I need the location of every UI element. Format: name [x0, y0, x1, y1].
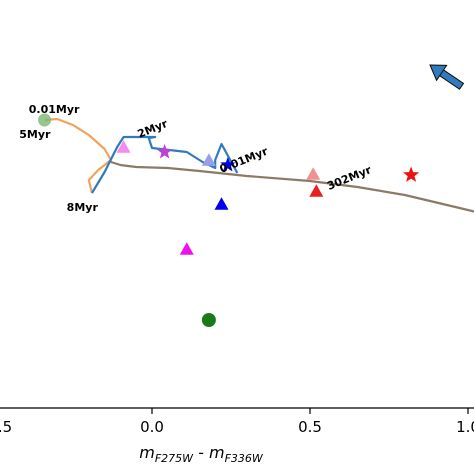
- age-annotation: 8Myr: [67, 201, 99, 214]
- data-point-triangle: [214, 197, 229, 210]
- model-track-line: [110, 160, 474, 213]
- data-point-circle: [38, 113, 52, 127]
- data-point-star: [220, 157, 236, 172]
- data-point-circle: [201, 313, 216, 327]
- data-point-star: [403, 166, 420, 182]
- x-tick-label: 0.5: [298, 418, 322, 436]
- x-tick-label: 1.0: [456, 418, 474, 436]
- data-point-triangle: [179, 242, 194, 255]
- data-point-star: [157, 144, 173, 159]
- data-point-triangle: [309, 184, 324, 197]
- model-track-line: [44, 117, 113, 194]
- data-point-triangle: [116, 140, 131, 153]
- data-point-triangle: [201, 153, 216, 166]
- observed-markers: [38, 113, 420, 327]
- model-tracks: [44, 117, 474, 213]
- x-tick-label: 0.0: [140, 418, 164, 436]
- x-axis-ticks: 0.0−0.50.00.51.01.52.0: [0, 408, 474, 436]
- reddening-vector-arrow-icon: [429, 64, 465, 90]
- x-axis-label: mF275W - mF336W: [139, 443, 264, 465]
- model-track-line: [91, 135, 239, 194]
- age-annotation: 0.01Myr: [218, 145, 270, 176]
- x-tick-label: −0.5: [0, 418, 12, 436]
- age-annotation: 5Myr: [19, 128, 51, 141]
- data-point-triangle: [306, 167, 321, 180]
- age-annotation: 0.01Myr: [29, 103, 80, 116]
